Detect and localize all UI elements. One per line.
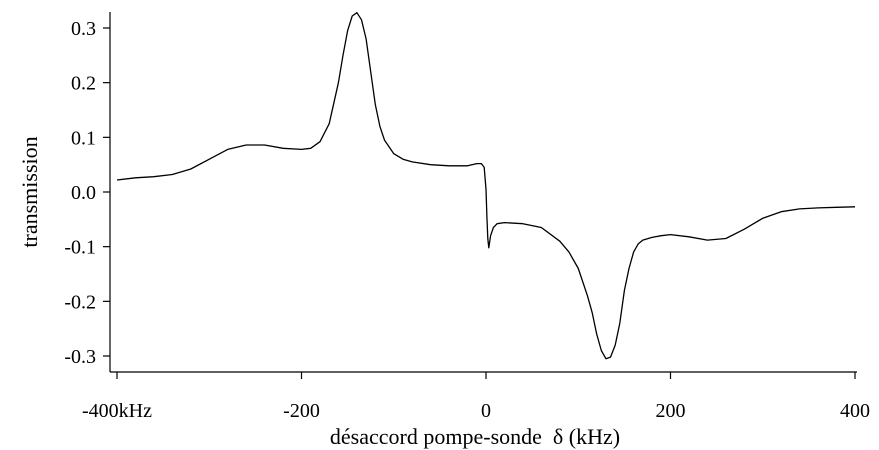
x-axis-label: désaccord pompe-sonde δ (kHz): [330, 424, 620, 449]
x-tick-label: 400: [840, 400, 870, 422]
x-tick-label: -400kHz: [82, 400, 152, 422]
x-tick-label: 200: [656, 400, 686, 422]
series-line: [116, 12, 856, 360]
y-tick-label: -0.2: [64, 291, 96, 313]
y-tick-label: 0.3: [71, 18, 96, 40]
y-tick-label: -0.3: [64, 346, 96, 368]
x-axis-ticks: -400kHz -200 0 200 400: [82, 372, 870, 422]
x-tick-label: 0: [481, 400, 491, 422]
y-tick-label: 0.0: [71, 182, 96, 204]
y-axis-ticks: 0.3 0.2 0.1 0.0 -0.1 -0.2 -0.3: [64, 18, 110, 368]
y-tick-label: 0.2: [71, 73, 96, 95]
x-tick-label: -200: [283, 400, 320, 422]
y-axis-label: transmission: [17, 136, 42, 247]
y-tick-label: 0.1: [71, 127, 96, 149]
chart-axes: [109, 12, 857, 373]
y-tick-label: -0.1: [64, 237, 96, 259]
